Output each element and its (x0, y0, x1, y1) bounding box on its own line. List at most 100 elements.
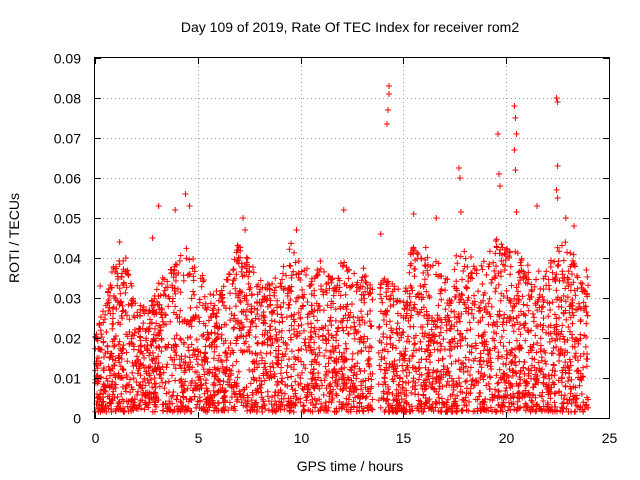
data-point (495, 379, 502, 386)
data-point (381, 355, 388, 362)
data-point (394, 330, 401, 337)
data-point (531, 314, 538, 321)
data-point (506, 339, 513, 346)
data-point (386, 318, 393, 325)
data-point (448, 360, 455, 367)
data-point (433, 368, 440, 375)
data-point (545, 371, 552, 378)
data-point (567, 250, 574, 257)
data-point (584, 312, 591, 319)
data-point (261, 339, 268, 346)
data-point (288, 373, 295, 380)
data-point (554, 195, 561, 201)
data-point (343, 303, 350, 310)
data-point (434, 323, 441, 330)
data-point (509, 400, 516, 407)
data-point (97, 327, 104, 334)
data-point (468, 310, 475, 317)
data-point (292, 355, 299, 362)
data-point (507, 395, 514, 402)
data-point (562, 239, 569, 246)
data-point (577, 353, 584, 360)
data-point (215, 306, 222, 313)
data-point (565, 378, 572, 385)
data-point (297, 380, 304, 387)
data-point (100, 354, 107, 361)
data-point (172, 377, 179, 384)
data-point (386, 83, 393, 89)
data-point (325, 327, 332, 334)
data-point (358, 297, 365, 304)
data-point (532, 332, 539, 339)
data-point (553, 271, 560, 278)
data-point (472, 345, 479, 352)
data-point (555, 314, 562, 321)
data-point (378, 295, 385, 302)
data-point (528, 288, 535, 295)
data-point (111, 342, 118, 349)
data-point (327, 354, 334, 361)
data-point (268, 394, 275, 401)
data-point (267, 349, 274, 356)
data-point (353, 371, 360, 378)
data-point (453, 278, 460, 285)
data-point (188, 295, 195, 302)
data-point (412, 340, 419, 347)
data-point (304, 299, 311, 306)
data-point (549, 299, 556, 306)
data-point (416, 364, 423, 371)
data-point (178, 336, 185, 343)
data-point (186, 256, 193, 263)
data-point (356, 286, 363, 293)
data-point (243, 254, 250, 261)
data-point (230, 277, 237, 284)
data-point (382, 370, 389, 377)
data-point (517, 367, 524, 374)
data-point (338, 354, 345, 361)
data-point (186, 203, 193, 209)
data-point (228, 367, 235, 374)
data-point (358, 348, 365, 355)
data-point (584, 355, 591, 362)
data-point (559, 242, 566, 249)
data-point (276, 329, 283, 336)
data-point (375, 324, 382, 331)
x-tick-label: 15 (396, 430, 412, 446)
data-point (451, 323, 458, 330)
data-point (485, 321, 492, 328)
data-point (422, 364, 429, 371)
data-point (288, 274, 295, 281)
data-point (351, 335, 358, 342)
data-point (162, 379, 169, 386)
data-point (298, 358, 305, 365)
data-point (340, 207, 347, 213)
data-point (495, 353, 502, 360)
data-point (269, 339, 276, 346)
data-point (182, 353, 189, 360)
data-point (553, 95, 560, 101)
data-point (508, 346, 515, 353)
data-point (486, 385, 493, 392)
data-point (349, 301, 356, 308)
data-point (283, 272, 290, 279)
data-point (457, 330, 464, 337)
data-point (102, 311, 109, 318)
data-point (362, 272, 369, 279)
data-point (130, 346, 137, 353)
data-point (100, 339, 107, 346)
data-point (345, 330, 352, 337)
data-point (490, 259, 497, 266)
data-point (562, 298, 569, 305)
data-point (383, 311, 390, 318)
data-point (290, 268, 297, 275)
data-point (177, 289, 184, 296)
data-point (113, 333, 120, 340)
data-point (183, 245, 190, 252)
data-point (524, 302, 531, 309)
data-point (159, 318, 166, 325)
data-point (555, 377, 562, 384)
data-point (108, 269, 115, 276)
data-point (283, 345, 290, 352)
data-point (514, 250, 521, 257)
data-point (570, 251, 577, 258)
